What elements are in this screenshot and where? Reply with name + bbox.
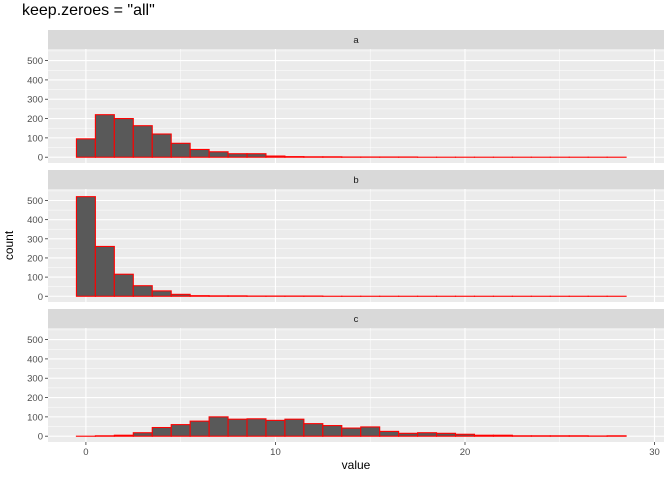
histogram-bar: [151, 426, 172, 437]
histogram-bar: [473, 434, 494, 437]
facet-strip-label: b: [353, 175, 358, 186]
histogram-bar: [113, 118, 134, 158]
histogram-bar: [454, 433, 476, 437]
histogram-bar: [208, 416, 229, 437]
histogram-bar: [151, 290, 172, 297]
y-tick-label: 200: [27, 253, 43, 264]
facet-panel-b: b 0 100 200 300 400 500: [27, 170, 664, 303]
histogram-bar: [94, 114, 115, 158]
histogram-bar: [417, 432, 438, 437]
histogram-bar: [189, 420, 210, 437]
histogram-bar: [208, 151, 229, 158]
y-tick-label: 100: [27, 133, 43, 144]
y-tick-label: 500: [27, 56, 43, 67]
histogram-bar: [246, 153, 267, 158]
y-tick-label: 300: [27, 234, 43, 245]
histogram-bar: [265, 419, 286, 437]
histogram-bar: [75, 138, 96, 158]
histogram-bar: [284, 418, 305, 437]
y-tick-label: 100: [27, 412, 43, 423]
histogram-bar: [170, 293, 191, 297]
histogram-bar: [436, 432, 457, 437]
y-tick-label: 200: [27, 114, 43, 125]
x-tick-label: 10: [270, 447, 281, 458]
histogram-bar: [132, 285, 153, 297]
histogram-bar: [94, 245, 115, 297]
histogram-bar: [113, 434, 134, 437]
facet-strip: [48, 309, 664, 328]
histogram-bar: [341, 427, 362, 437]
x-tick-label: 20: [460, 447, 471, 458]
histogram-bar: [170, 424, 191, 437]
facet-strip: [48, 170, 664, 189]
y-tick-label: 0: [38, 292, 43, 303]
histogram-bar: [360, 426, 381, 437]
y-tick-label: 400: [27, 75, 43, 86]
facet-panel-a: a 0 100 200 300 400 500: [27, 30, 664, 164]
histogram-bar: [189, 148, 210, 158]
chart-title: keep.zeroes = "all": [22, 2, 155, 19]
y-tick-label: 500: [27, 196, 43, 207]
histogram-bar: [284, 156, 305, 158]
facet-strip: [48, 30, 664, 49]
y-axis-title: count: [2, 230, 16, 260]
y-tick-label: 0: [38, 153, 43, 164]
x-tick-label: 0: [83, 447, 88, 458]
histogram-bar: [75, 196, 96, 297]
x-tick-label: 30: [649, 447, 660, 458]
histogram-bar: [113, 273, 134, 297]
histogram-bar: [246, 418, 267, 437]
y-tick-label: 300: [27, 374, 43, 385]
panel-background: [48, 328, 664, 442]
histogram-bar: [303, 423, 324, 437]
y-tick-label: 400: [27, 215, 43, 226]
histogram-bar: [398, 432, 419, 437]
facet-strip-label: c: [354, 314, 359, 325]
y-tick-label: 100: [27, 273, 43, 284]
histogram-bar: [170, 142, 191, 158]
histogram-bar: [322, 425, 343, 437]
y-tick-label: 0: [38, 432, 43, 443]
y-tick-label: 200: [27, 393, 43, 404]
histogram-bar: [227, 418, 248, 437]
y-tick-label: 400: [27, 354, 43, 365]
histogram-bar: [379, 430, 400, 437]
histogram-bar: [132, 125, 153, 158]
histogram-bar: [189, 295, 210, 297]
facet-panel-c: c 0 100 200 300 400 500: [27, 309, 664, 443]
histogram-bar: [132, 432, 153, 437]
panel-background: [48, 189, 664, 302]
histogram-bar: [151, 133, 172, 158]
histogram-bar: [227, 153, 248, 158]
histogram-bar: [492, 434, 513, 437]
x-axis-title: value: [342, 458, 371, 472]
facet-strip-label: a: [353, 35, 359, 46]
y-tick-label: 500: [27, 335, 43, 346]
histogram-bar: [265, 155, 286, 158]
y-tick-label: 300: [27, 95, 43, 106]
